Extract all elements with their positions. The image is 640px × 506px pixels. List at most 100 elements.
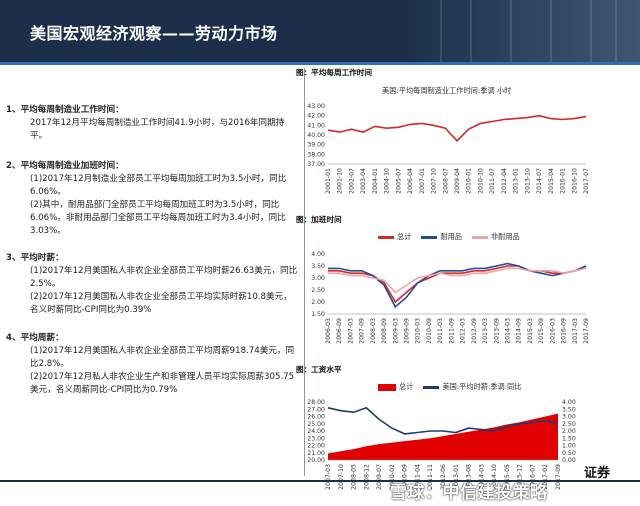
x-tick-label: 2014-03 <box>504 318 511 344</box>
x-tick-label: 2012-06 <box>440 464 447 490</box>
x-tick-label: 2003-04 <box>360 168 367 194</box>
x-tick-label: 2016-07 <box>529 464 536 490</box>
x-tick-label: 2010-09 <box>402 464 409 490</box>
figure-1-title: 图：平均每周工作时间 <box>296 68 372 77</box>
y-tick-label: 26.00 <box>307 414 325 421</box>
chart-overtime: 1.50 2.00 2.50 3.00 3.50 4.00 2006-03 2006-09 20… <box>311 251 590 344</box>
chart-2-legend: 总计 耐用品 非耐用品 <box>378 232 520 242</box>
x-tick-label: 2004-01 <box>372 168 379 194</box>
x-tick-label: 2014-03 <box>478 464 485 490</box>
x-tick-label: 2007-01 <box>419 168 426 194</box>
y-tick-label: 1.50 <box>311 311 325 318</box>
legend-item: 耐用品 <box>421 232 462 242</box>
x-tick-label: 2017-09 <box>583 318 590 344</box>
x-tick-label: 2016-01 <box>560 168 567 194</box>
x-tick-label: 2007-09 <box>359 318 366 344</box>
x-tick-label: 2008-05 <box>351 464 358 490</box>
x-tick-label: 2006-03 <box>325 318 332 344</box>
y-tick-label: 2.50 <box>311 287 325 294</box>
legend-label: 非耐用品 <box>490 232 520 241</box>
x-tick-label: 2016-03 <box>549 318 556 344</box>
x-tick-label: 2007-10 <box>431 168 438 194</box>
x-tick-label: 2013-01 <box>513 168 520 194</box>
y2-tick-label: 1.50 <box>562 435 576 442</box>
x-tick-label: 2017-09 <box>555 464 562 490</box>
x-tick-label: 2001-10 <box>337 168 344 194</box>
y-tick-label: 42.00 <box>307 113 325 120</box>
x-tick-label: 2014-09 <box>516 318 523 344</box>
y-tick-label: 20.00 <box>307 457 325 464</box>
column-divider <box>304 68 305 476</box>
x-tick-label: 2015-04 <box>548 168 555 194</box>
section-3: 3、平均时薪： (1)2017年12月美国私人非农企业全部员工平均时薪26.63… <box>6 252 298 317</box>
x-tick-label: 2007-03 <box>325 464 332 490</box>
series-area <box>328 413 558 460</box>
chart-wage-level: 20.0021.0022.0023.0024.0025.0026.0027.00… <box>307 399 576 490</box>
x-tick-label: 2009-03 <box>392 318 399 344</box>
x-tick-label: 2013-10 <box>524 168 531 194</box>
y-tick-label: 43.00 <box>307 103 325 110</box>
chart-weekly-hours: 37.00 38.00 39.00 40.00 41.00 42.00 43.00 2001-… <box>307 103 590 194</box>
x-tick-label: 2016-09 <box>561 318 568 344</box>
header-accent-line <box>0 62 640 65</box>
x-tick-label: 2011-07 <box>489 168 496 194</box>
y-tick-label: 40.00 <box>307 132 325 139</box>
y-tick-label: 25.00 <box>307 421 325 428</box>
figure-2-title: 图：加班时间 <box>296 215 342 224</box>
y-tick-label: 38.00 <box>307 151 325 158</box>
footer-line <box>0 480 640 482</box>
x-tick-label: 2012-04 <box>501 168 508 194</box>
header-decoration <box>400 0 640 62</box>
x-tick-label: 2014-07 <box>536 168 543 194</box>
section-heading: 4、平均周薪： <box>6 333 64 343</box>
x-tick-label: 2007-10 <box>338 464 345 490</box>
x-tick-label: 2006-04 <box>407 168 414 194</box>
x-tick-label: 2015-05 <box>504 464 511 490</box>
y-tick-label: 2.00 <box>311 299 325 306</box>
x-tick-label: 2013-08 <box>466 464 473 490</box>
section-paragraph: (2)2017年12月私人非农企业生产和非管理人员平均实际周薪305.75美元，… <box>30 372 295 395</box>
y2-tick-label: 3.00 <box>562 414 576 421</box>
x-tick-label: 2013-03 <box>482 318 489 344</box>
legend-label: 耐用品 <box>440 232 462 241</box>
chart-3-legend: 总计 美国:平均时薪:季调:同比 <box>378 382 522 392</box>
x-tick-label: 2016-10 <box>571 168 578 194</box>
x-tick-label: 2010-10 <box>477 168 484 194</box>
figure-3-title: 图：工资水平 <box>296 365 342 374</box>
y-tick-label: 3.50 <box>311 263 325 270</box>
y-tick-label: 37.00 <box>307 161 325 168</box>
series-line <box>328 267 587 294</box>
x-tick-label: 2013-01 <box>453 464 460 490</box>
legend-item: 非耐用品 <box>471 232 520 242</box>
x-tick-label: 2012-09 <box>471 318 478 344</box>
x-tick-label: 2005-07 <box>395 168 402 194</box>
x-tick-label: 2008-12 <box>363 464 370 490</box>
x-tick-label: 2010-03 <box>415 318 422 344</box>
legend-item: 总计 <box>378 382 413 392</box>
y2-tick-label: 0.50 <box>562 450 576 457</box>
x-tick-label: 2015-03 <box>527 318 534 344</box>
y-tick-label: 23.00 <box>307 435 325 442</box>
x-tick-label: 2010-01 <box>466 168 473 194</box>
section-paragraph: 2017年12月平均每周制造业工作时间41.9小时，与2016年同期持平。 <box>30 118 285 141</box>
section-paragraph: (1)2017年12月制造业全部员工平均每周加班工时为3.5小时，同比6.06%… <box>30 174 287 197</box>
y-tick-label: 22.00 <box>307 443 325 450</box>
series-line <box>327 406 559 435</box>
y2-tick-label: 2.50 <box>562 421 576 428</box>
x-tick-label: 2015-09 <box>538 318 545 344</box>
y2-tick-label: 3.50 <box>562 406 576 413</box>
section-4: 4、平均周薪： (1)2017年12月美国私人非农企业全部员工平均周薪918.7… <box>6 332 298 397</box>
x-tick-label: 2002-07 <box>348 168 355 194</box>
x-tick-label: 2009-04 <box>454 168 461 194</box>
header-bar: 美国宏观经济观察——劳动力市场 <box>0 0 640 62</box>
x-tick-label: 2001-01 <box>325 168 332 194</box>
y-tick-label: 39.00 <box>307 142 325 149</box>
page-title: 美国宏观经济观察——劳动力市场 <box>30 24 278 43</box>
y-tick-label: 27.00 <box>307 406 325 413</box>
legend-label: 总计 <box>399 382 414 391</box>
x-tick-label: 2008-09 <box>381 318 388 344</box>
x-tick-label: 2007-03 <box>347 318 354 344</box>
section-paragraph: (2)2017年12月美国私人非农企业全部员工平均实际时薪10.8美元，名义时薪… <box>30 292 292 315</box>
y2-tick-label: 4.00 <box>562 399 576 406</box>
section-heading: 1、平均每周制造业工作时间： <box>6 105 124 115</box>
